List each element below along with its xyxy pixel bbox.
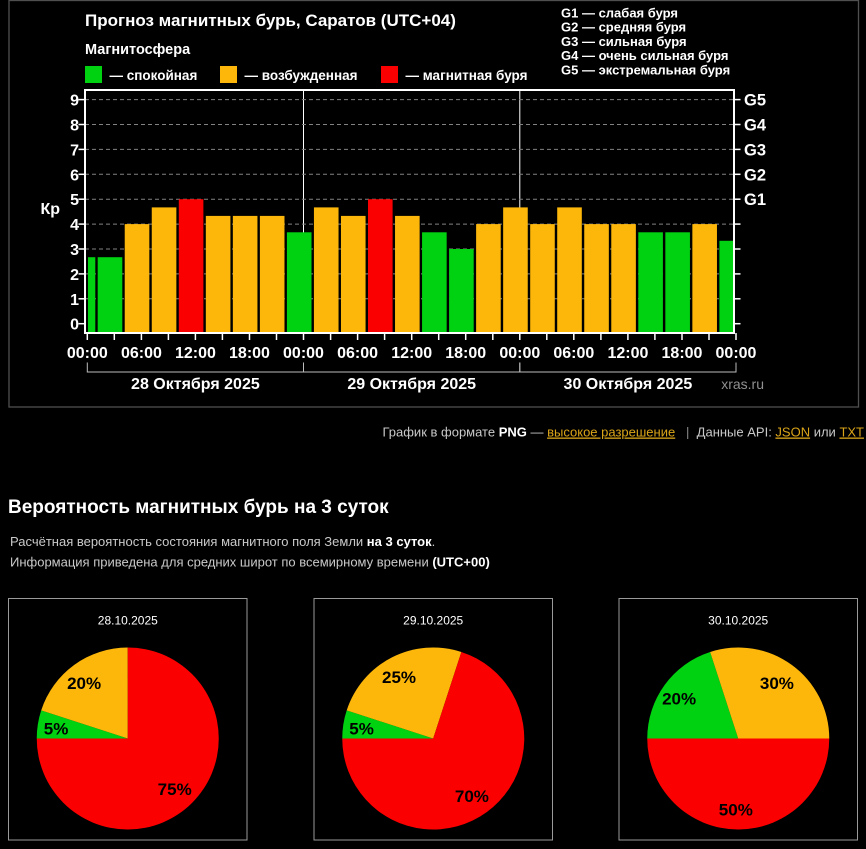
svg-text:G4 — очень сильная буря: G4 — очень сильная буря	[561, 48, 728, 63]
svg-text:G3 — сильная буря: G3 — сильная буря	[561, 34, 687, 49]
svg-text:25%: 25%	[382, 668, 416, 687]
svg-text:20%: 20%	[662, 689, 696, 708]
svg-text:xras.ru: xras.ru	[721, 376, 764, 392]
svg-text:18:00: 18:00	[229, 345, 270, 362]
svg-text:G5 — экстремальная буря: G5 — экстремальная буря	[561, 62, 730, 77]
svg-text:30 Октября 2025: 30 Октября 2025	[564, 376, 693, 393]
svg-text:28.10.2025: 28.10.2025	[98, 614, 158, 628]
svg-text:00:00: 00:00	[283, 345, 324, 362]
svg-text:— магнитная буря: — магнитная буря	[406, 68, 528, 83]
svg-text:9: 9	[70, 93, 79, 110]
svg-text:График в формате PNG — высокое: График в формате PNG — высокое разрешени…	[382, 425, 864, 440]
svg-text:G1: G1	[744, 191, 766, 209]
svg-text:12:00: 12:00	[607, 345, 648, 362]
svg-text:06:00: 06:00	[553, 345, 594, 362]
svg-text:2: 2	[70, 267, 79, 284]
svg-text:3: 3	[70, 242, 79, 259]
svg-text:G2: G2	[744, 166, 766, 184]
svg-text:Кр: Кр	[41, 201, 61, 218]
svg-text:7: 7	[70, 142, 79, 159]
svg-text:5%: 5%	[349, 720, 374, 739]
svg-text:1: 1	[70, 292, 79, 309]
svg-text:5%: 5%	[44, 720, 69, 739]
svg-text:20%: 20%	[67, 674, 101, 693]
svg-text:Расчётная вероятность состояни: Расчётная вероятность состояния магнитно…	[10, 534, 435, 549]
svg-text:29.10.2025: 29.10.2025	[403, 614, 463, 628]
svg-text:G3: G3	[744, 141, 766, 159]
svg-text:G4: G4	[744, 117, 767, 135]
svg-text:00:00: 00:00	[67, 345, 108, 362]
svg-text:30%: 30%	[760, 674, 794, 693]
svg-text:8: 8	[70, 118, 79, 135]
svg-text:G2 — средняя буря: G2 — средняя буря	[561, 20, 686, 35]
svg-text:Информация приведена для средн: Информация приведена для средних широт п…	[10, 555, 490, 570]
svg-text:00:00: 00:00	[716, 345, 757, 362]
svg-text:G1 — слабая буря: G1 — слабая буря	[561, 6, 678, 21]
svg-text:06:00: 06:00	[121, 345, 162, 362]
svg-text:06:00: 06:00	[337, 345, 378, 362]
svg-text:28 Октября 2025: 28 Октября 2025	[131, 376, 260, 393]
svg-text:0: 0	[70, 317, 79, 334]
svg-text:12:00: 12:00	[175, 345, 216, 362]
svg-text:18:00: 18:00	[445, 345, 486, 362]
svg-text:G5: G5	[744, 92, 766, 110]
svg-text:Магнитосфера: Магнитосфера	[85, 42, 191, 58]
svg-text:— спокойная: — спокойная	[110, 68, 198, 83]
svg-text:Вероятность магнитных бурь на: Вероятность магнитных бурь на 3 суток	[8, 497, 389, 518]
svg-text:12:00: 12:00	[391, 345, 432, 362]
svg-text:75%: 75%	[158, 780, 192, 799]
svg-text:Прогноз магнитных бурь, Сарато: Прогноз магнитных бурь, Саратов (UTC+04)	[85, 11, 456, 30]
svg-text:18:00: 18:00	[662, 345, 703, 362]
svg-text:29 Октября 2025: 29 Октября 2025	[347, 376, 476, 393]
svg-text:4: 4	[70, 217, 79, 234]
svg-text:50%: 50%	[719, 801, 753, 820]
svg-text:5: 5	[70, 192, 79, 209]
svg-text:70%: 70%	[455, 787, 489, 806]
svg-text:00:00: 00:00	[499, 345, 540, 362]
svg-text:— возбужденная: — возбужденная	[245, 68, 358, 83]
svg-text:30.10.2025: 30.10.2025	[708, 614, 768, 628]
svg-text:6: 6	[70, 167, 79, 184]
